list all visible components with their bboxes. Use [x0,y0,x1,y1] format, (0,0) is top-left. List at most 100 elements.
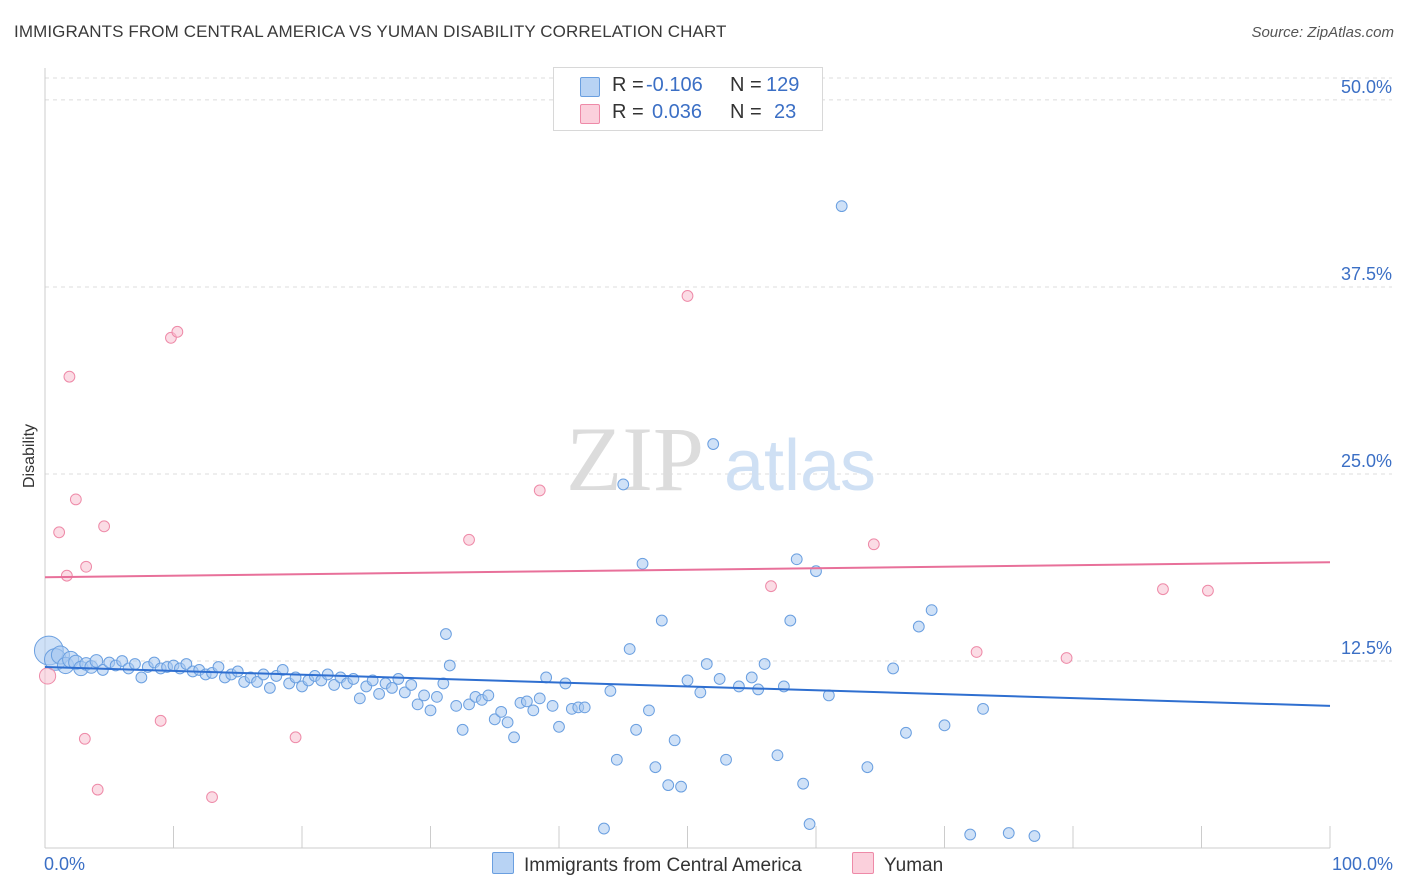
series-immigrants-points [33,200,1041,842]
data-point-immigrants [463,698,475,711]
series-yuman-points [38,290,1214,804]
legend-r-value-immigrants: -0.106 [646,74,703,96]
y-tick-label: 50.0% [1341,77,1392,97]
data-point-immigrants [643,704,655,717]
data-point-immigrants [790,553,803,566]
data-point-yuman [289,731,302,744]
legend-n-value-immigrants: 129 [766,74,800,96]
data-point-yuman [80,560,93,573]
data-point-yuman [91,783,104,796]
data-point-immigrants [373,687,386,700]
data-point-immigrants [707,438,720,450]
data-point-immigrants [520,695,533,708]
data-point-yuman [53,526,66,539]
watermark-zip: ZIP [566,408,704,510]
data-point-yuman [60,569,73,582]
data-point-immigrants [758,658,771,670]
data-point-immigrants [578,701,591,714]
data-point-immigrants [925,604,938,617]
data-point-immigrants [835,200,848,213]
axes [44,68,1331,849]
y-tick-label: 37.5% [1341,264,1392,284]
data-point-immigrants [386,682,398,694]
legend-r-label: R = [612,74,644,96]
watermark-atlas: atlas [724,426,876,506]
legend-n-label: N = [730,101,762,123]
data-point-immigrants [411,698,424,711]
data-point-immigrants [129,658,141,670]
source-label: Source: ZipAtlas.com [1251,24,1394,41]
legend-n-label: N = [730,74,762,96]
legend-swatch-pink [580,104,600,124]
data-point-immigrants [610,753,623,766]
data-point-immigrants [328,679,341,691]
data-point-immigrants [398,686,411,699]
data-point-yuman [1157,583,1169,596]
data-point-immigrants [440,628,452,640]
data-point-immigrants [251,676,263,688]
data-point-immigrants [700,658,713,670]
data-point-immigrants [604,685,617,697]
data-point-immigrants [212,661,225,673]
data-point-yuman [154,714,167,727]
data-point-immigrants [347,673,360,685]
grid-lines [45,77,1392,662]
data-point-immigrants [553,720,565,733]
data-point-immigrants [797,777,810,790]
data-point-yuman [63,370,76,383]
data-point-immigrants [353,692,366,705]
y-tick-label: 12.5% [1341,638,1392,658]
bottom-legend-yuman: Yuman [852,852,943,877]
data-point-immigrants [1002,827,1015,839]
data-point-yuman [765,580,777,593]
bottom-legend-swatch-blue [492,852,514,874]
bottom-legend-label-immigrants: Immigrants from Central America [524,855,802,876]
data-point-immigrants [533,692,546,705]
data-point-yuman [38,667,57,685]
data-point-immigrants [482,689,495,702]
data-point-immigrants [443,659,456,672]
data-point-immigrants [135,671,148,684]
data-point-yuman [867,538,880,551]
data-point-immigrants [649,761,662,774]
data-point-yuman [681,290,694,302]
data-point-immigrants [713,673,726,685]
data-point-immigrants [938,719,951,732]
legend-row-immigrants: R = -0.106 N = 129 [554,74,822,100]
data-point-yuman [463,533,475,546]
data-point-immigrants [501,716,514,729]
legend-row-yuman: R = 0.036 N = 23 [554,101,822,127]
data-point-immigrants [636,557,649,570]
trend-line-immigrants [44,665,1331,707]
legend-r-label: R = [612,101,644,123]
data-point-immigrants [508,731,520,744]
x-tick-label-min: 0.0% [44,854,85,874]
chart-title: IMMIGRANTS FROM CENTRAL AMERICA VS YUMAN… [14,22,727,41]
data-point-immigrants [527,704,540,717]
legend-n-value-yuman: 23 [774,101,797,123]
legend-swatch-blue [580,77,600,97]
data-point-immigrants [598,822,610,835]
data-point-immigrants [424,704,437,717]
data-point-yuman [78,732,91,745]
data-point-immigrants [630,723,642,736]
data-point-immigrants [1028,830,1041,842]
data-point-yuman [98,520,111,533]
data-point-immigrants [694,686,707,699]
data-point-immigrants [405,679,418,691]
data-point-immigrants [675,780,687,793]
trend-line-yuman [44,561,1331,579]
data-point-immigrants [668,734,681,747]
data-point-immigrants [96,664,109,676]
data-point-immigrants [771,749,784,762]
data-point-immigrants [488,713,501,726]
bottom-legend-label-yuman: Yuman [884,855,944,876]
tick-labels: 12.5% 25.0% 37.5% 50.0% 0.0% 100.0% [44,77,1393,874]
data-point-immigrants [720,753,732,766]
data-point-immigrants [655,614,668,627]
data-point-immigrants [263,682,276,694]
data-point-immigrants [180,658,193,670]
data-point-immigrants [964,828,977,841]
data-point-immigrants [431,690,443,703]
